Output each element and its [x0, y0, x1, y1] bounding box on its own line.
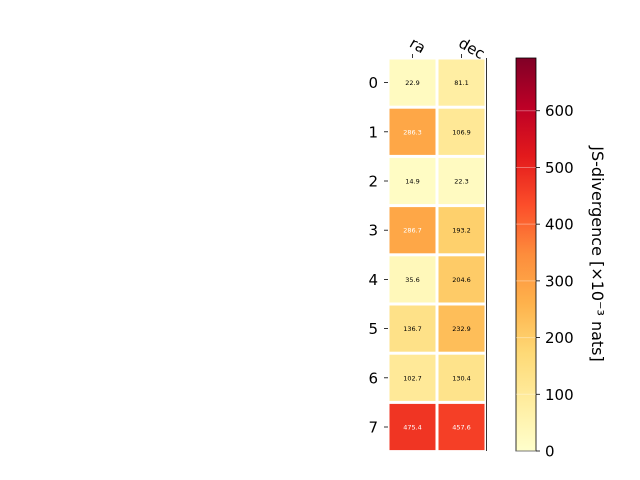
cell-value-label: 193.2 — [452, 227, 471, 235]
heatmap-cell-4-ra — [389, 256, 436, 303]
row-tick-label: 3 — [368, 222, 378, 240]
column-tick-label: ra — [407, 34, 429, 57]
row-tick-label: 0 — [368, 74, 378, 92]
colorbar-tick-label: 600 — [545, 102, 574, 120]
cell-value-label: 286.7 — [403, 227, 422, 235]
row-tick-label: 5 — [368, 320, 378, 338]
row-tick-label: 2 — [368, 173, 378, 191]
heatmap-cell-7-dec — [438, 403, 485, 451]
heatmap-cell-3-dec — [438, 207, 485, 254]
cell-value-label: 204.6 — [452, 276, 471, 284]
cell-value-label: 286.3 — [403, 128, 422, 136]
heatmap-cell-4-dec — [438, 256, 485, 303]
colorbar-tick-label: 100 — [545, 386, 574, 404]
cell-value-label: 35.6 — [405, 276, 419, 284]
heatmap-cell-0-ra — [389, 59, 436, 106]
colorbar — [515, 57, 537, 452]
heatmap-cell-0-dec — [438, 59, 485, 106]
row-tick-label: 1 — [368, 123, 378, 141]
cell-value-label: 102.7 — [403, 374, 422, 382]
colorbar-tick-label: 500 — [545, 159, 574, 177]
heatmap-cells: 22.9 81.1 286.3 106.9 14.9 22.3 286.7 193.2 35.6… — [389, 59, 485, 451]
colorbar-tick-label: 400 — [545, 216, 574, 234]
colorbar-ticks: 0 100 200 300 400 500 600 — [516, 102, 574, 461]
heatmap-cell-5-dec — [438, 305, 485, 352]
heatmap-cell-7-ra — [389, 403, 436, 451]
heatmap-cell-1-dec — [438, 108, 485, 155]
heatmap-cell-6-ra — [389, 354, 436, 401]
row-tick-label: 4 — [368, 271, 378, 289]
colorbar-tick-label: 300 — [545, 272, 574, 290]
colorbar-tick-label: 0 — [545, 443, 555, 461]
heatmap-cell-6-dec — [438, 354, 485, 401]
colorbar-label: JS-divergence [×10⁻³ nats] — [588, 145, 607, 361]
cell-value-label: 457.6 — [452, 424, 471, 432]
cell-value-label: 232.9 — [452, 325, 471, 333]
heatmap-cell-2-dec — [438, 157, 485, 205]
row-tick-label: 7 — [368, 419, 378, 437]
cell-value-label: 22.9 — [405, 79, 419, 87]
row-ticks: 0 1 2 3 4 5 6 7 — [368, 74, 388, 437]
cell-value-label: 81.1 — [454, 79, 468, 87]
column-tick-label: dec — [456, 34, 488, 63]
cell-value-label: 106.9 — [452, 128, 471, 136]
column-ticks: ra dec — [407, 34, 488, 63]
heatmap-cell-1-ra — [389, 108, 436, 155]
cell-value-label: 14.9 — [405, 178, 419, 186]
heatmap-cell-3-ra — [389, 207, 436, 254]
cell-value-label: 136.7 — [403, 325, 422, 333]
heatmap-cell-5-ra — [389, 305, 436, 352]
colorbar-tick-label: 200 — [545, 329, 574, 347]
row-tick-label: 6 — [368, 369, 378, 387]
cell-value-label: 475.4 — [403, 424, 422, 432]
heatmap-cell-2-ra — [389, 157, 436, 205]
cell-value-label: 22.3 — [454, 178, 468, 186]
cell-value-label: 130.4 — [452, 374, 471, 382]
